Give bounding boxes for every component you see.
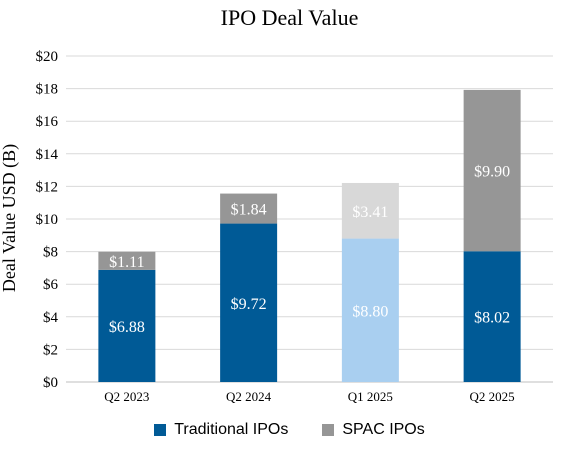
legend-swatch-traditional (154, 424, 167, 436)
data-label: $3.41 (352, 204, 388, 221)
bars: $6.88 $1.11 $9.72 $1.84 $8.80 $3.41 $8.02 $9.90 (98, 89, 521, 382)
chart-title: IPO Deal Value (220, 5, 359, 30)
legend: Traditional IPOs SPAC IPOs (0, 421, 579, 439)
y-tick-label: $16 (36, 114, 59, 130)
y-tick-label: $8 (43, 245, 58, 261)
y-axis-label: Deal Value USD (B) (0, 144, 20, 292)
bar-segment (463, 89, 521, 252)
x-tick-label: Q1 2025 (348, 389, 393, 404)
y-tick-label: $14 (36, 147, 59, 163)
y-tick-label: $4 (43, 310, 59, 326)
legend-label-traditional: Traditional IPOs (174, 421, 289, 438)
bar-segment (463, 251, 521, 382)
y-tick-label: $18 (36, 82, 59, 98)
data-label: $8.80 (352, 303, 388, 320)
legend-swatch-spac (322, 424, 335, 436)
data-label: $6.88 (109, 319, 145, 336)
legend-item-traditional[interactable]: Traditional IPOs (154, 421, 288, 439)
data-label: $8.02 (474, 310, 510, 327)
y-tick-labels: $0 $2 $4 $6 $8 $10 $12 $14 $16 $18 $20 (36, 49, 59, 391)
x-tick-label: Q2 2025 (470, 389, 515, 404)
bar-segment (220, 223, 278, 382)
y-tick-label: $0 (43, 375, 58, 391)
bar-segment (98, 251, 156, 270)
data-label: $9.90 (474, 164, 510, 181)
bar-segment (98, 269, 156, 382)
legend-label-spac: SPAC IPOs (342, 421, 425, 438)
y-tick-label: $10 (36, 212, 59, 228)
data-label: $1.11 (109, 254, 144, 271)
y-tick-label: $12 (36, 179, 59, 195)
x-tick-label: Q2 2024 (226, 389, 272, 404)
bar-segment (341, 238, 399, 382)
y-tick-label: $6 (43, 277, 59, 293)
y-tick-label: $2 (43, 342, 58, 358)
data-label: $9.72 (231, 296, 267, 313)
bar-chart: $0$2$4$6$8$10$12$14$16$18$20 $6.88$1.11$… (0, 49, 553, 404)
bar-segment (341, 182, 399, 239)
data-label: $1.84 (231, 202, 267, 219)
bar-segment (220, 193, 278, 224)
x-tick-label: Q2 2023 (104, 389, 149, 404)
legend-item-spac[interactable]: SPAC IPOs (322, 421, 425, 439)
y-tick-label: $20 (36, 49, 59, 65)
x-tick-labels: Q2 2023 Q2 2024 Q1 2025 Q2 2025 (104, 389, 514, 404)
